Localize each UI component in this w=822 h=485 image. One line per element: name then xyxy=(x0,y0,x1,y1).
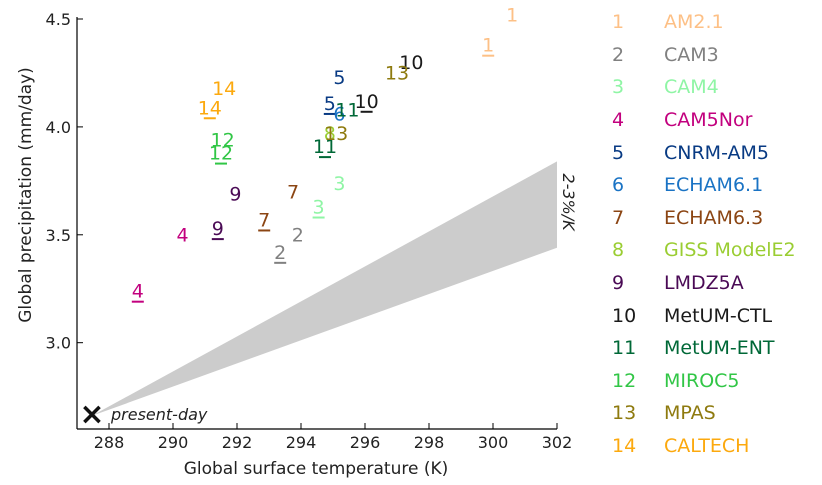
legend-label: CNRM-AM5 xyxy=(664,141,769,164)
x-tick-label: 294 xyxy=(286,433,317,452)
legend-item: 6 ECHAM6.1 xyxy=(612,169,796,202)
legend-item: 8 GISS ModelE2 xyxy=(612,234,796,267)
data-point-2: 2 xyxy=(274,242,286,264)
data-point-2: 2 xyxy=(292,225,304,247)
legend-number: 3 xyxy=(612,76,625,99)
y-tick-label: 3.0 xyxy=(46,334,71,353)
legend-item: 7 ECHAM6.3 xyxy=(612,202,796,235)
data-point-13: 13 xyxy=(324,123,348,145)
legend-item: 1 AM2.1 xyxy=(612,6,796,39)
data-point-8: 8 xyxy=(324,123,336,145)
legend-label: GISS ModelE2 xyxy=(664,239,796,262)
legend-item: 12 MIROC5 xyxy=(612,365,796,398)
data-point-10: 10 xyxy=(355,91,379,113)
sensitivity-band xyxy=(91,161,558,417)
legend-item: 13 MPAS xyxy=(612,397,796,430)
legend-number: 12 xyxy=(612,369,637,392)
legend-number: 4 xyxy=(612,109,625,132)
legend-label: MetUM-CTL xyxy=(664,304,773,327)
legend-label: ECHAM6.1 xyxy=(664,174,764,197)
legend-item: 10 MetUM-CTL xyxy=(612,299,796,332)
legend-number: 9 xyxy=(612,272,625,295)
x-tick-label: 300 xyxy=(478,433,509,452)
data-point-4: 4 xyxy=(177,225,189,247)
x-tick-label: 292 xyxy=(222,433,253,452)
data-point-4: 4 xyxy=(132,281,144,303)
data-point-7: 7 xyxy=(287,181,299,203)
data-point-5: 5 xyxy=(324,93,336,115)
data-point-12: 12 xyxy=(209,143,233,165)
data-point-1: 1 xyxy=(506,4,518,26)
legend-item: 4 CAM5Nor xyxy=(612,104,796,137)
legend-number: 2 xyxy=(612,43,625,66)
legend-item: 14 CALTECH xyxy=(612,430,796,463)
x-tick-label: 298 xyxy=(414,433,445,452)
data-point-3: 3 xyxy=(313,197,325,219)
data-point-11: 11 xyxy=(335,99,359,121)
legend-label: LMDZ5A xyxy=(664,272,744,295)
legend-number: 10 xyxy=(612,304,637,327)
data-point-14: 14 xyxy=(198,97,222,119)
y-axis-label: Global precipitation (mm/day) xyxy=(16,67,36,323)
data-point-7: 7 xyxy=(258,209,270,231)
legend-label: MetUM-ENT xyxy=(664,337,775,360)
legend-number: 11 xyxy=(612,337,637,360)
legend-label: MPAS xyxy=(664,402,716,425)
data-point-14: 14 xyxy=(212,78,236,100)
legend-label: CAM4 xyxy=(664,76,719,99)
legend-label: CAM3 xyxy=(664,43,719,66)
data-point-11: 11 xyxy=(313,136,337,158)
legend-item: 9 LMDZ5A xyxy=(612,267,796,300)
legend-number: 8 xyxy=(612,239,625,262)
data-point-12: 12 xyxy=(211,130,235,152)
present-day-marker: × xyxy=(79,397,104,432)
y-tick-label: 3.5 xyxy=(46,226,71,245)
data-point-9: 9 xyxy=(229,184,241,206)
data-point-10: 10 xyxy=(399,52,423,74)
x-tick-label: 296 xyxy=(350,433,381,452)
legend-label: MIROC5 xyxy=(664,369,740,392)
legend-number: 7 xyxy=(612,206,625,229)
legend-label: ECHAM6.3 xyxy=(664,206,764,229)
legend-number: 14 xyxy=(612,435,637,458)
legend-label: CALTECH xyxy=(664,435,750,458)
data-point-5: 5 xyxy=(333,67,345,89)
data-point-13: 13 xyxy=(385,63,409,85)
x-tick-label: 302 xyxy=(542,433,573,452)
x-tick-label: 288 xyxy=(94,433,125,452)
x-axis-label: Global surface temperature (K) xyxy=(184,459,449,479)
legend: 1 AM2.1 2 CAM3 3 CAM4 4 CAM5Nor 5 CNRM-AM5 6 ECHAM6… xyxy=(612,6,796,462)
data-point-6: 6 xyxy=(333,104,345,126)
data-point-1: 1 xyxy=(482,35,494,57)
band-label: 2-3%/K xyxy=(559,173,578,232)
legend-number: 6 xyxy=(612,174,625,197)
legend-label: AM2.1 xyxy=(664,11,724,34)
legend-number: 5 xyxy=(612,141,625,164)
legend-item: 11 MetUM-ENT xyxy=(612,332,796,365)
legend-number: 1 xyxy=(612,11,625,34)
x-tick-label: 290 xyxy=(158,433,189,452)
legend-item: 3 CAM4 xyxy=(612,71,796,104)
data-point-9: 9 xyxy=(212,218,224,240)
present-day-label: present-day xyxy=(110,405,208,424)
legend-item: 5 CNRM-AM5 xyxy=(612,136,796,169)
y-tick-label: 4.5 xyxy=(46,10,71,29)
legend-label: CAM5Nor xyxy=(664,109,753,132)
legend-item: 2 CAM3 xyxy=(612,39,796,72)
legend-number: 13 xyxy=(612,402,637,425)
y-tick-label: 4.0 xyxy=(46,118,71,137)
data-point-3: 3 xyxy=(333,173,345,195)
